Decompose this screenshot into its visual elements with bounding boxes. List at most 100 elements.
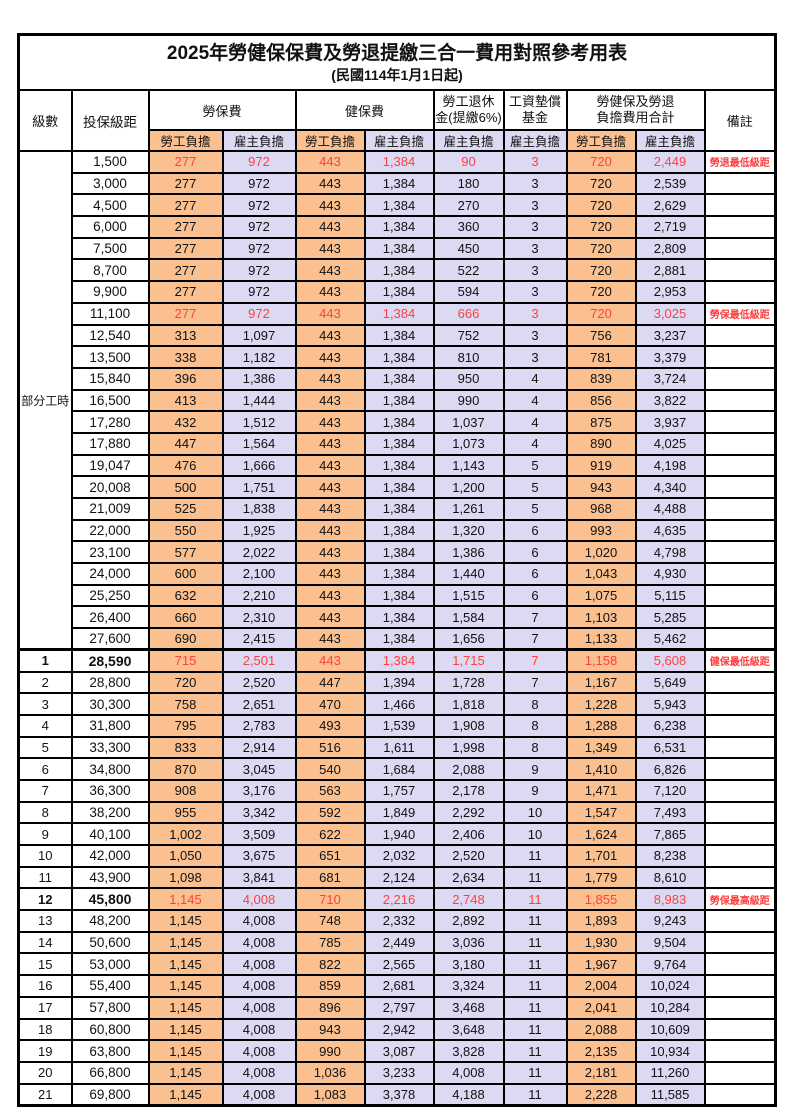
fee-cell: 563: [294, 778, 366, 803]
fee-cell: 432: [147, 410, 224, 434]
table-row: 10 42,000 1,050 3,675 651 2,032 2,520 11 1,701 8,…: [17, 844, 777, 868]
fee-cell: 5,115: [634, 583, 706, 608]
fee-cell: 1,075: [565, 583, 637, 608]
fee-cell: 972: [221, 150, 297, 174]
fee-cell: 3: [502, 258, 568, 283]
fee-cell: 1,020: [565, 540, 637, 565]
fee-cell: 943: [294, 1017, 366, 1042]
fee-cell: 856: [565, 388, 637, 413]
fee-cell: 3: [502, 301, 568, 326]
fee-cell: 810: [432, 345, 505, 369]
fee-cell: 2,088: [565, 1017, 637, 1042]
note-cell: [703, 171, 777, 196]
fee-cell: 443: [294, 366, 366, 391]
fee-cell: 1,384: [363, 388, 435, 413]
fee-cell: 1,384: [363, 583, 435, 608]
row-group-label-parttime: 部分工時: [17, 150, 73, 651]
fee-cell: 4,340: [634, 475, 706, 499]
fee-cell: 3,724: [634, 366, 706, 391]
fee-cell: 2,178: [432, 778, 505, 803]
fee-cell: 9,764: [634, 952, 706, 977]
subheader-labor-employee: 勞工負擔: [147, 129, 224, 152]
bracket-cell: 15,840: [70, 366, 150, 391]
bracket-cell: 19,047: [70, 453, 150, 478]
table-row: 27,600 690 2,415 443 1,384 1,656 7 1,133 5,462: [19, 627, 777, 651]
fee-cell: 3,841: [221, 865, 297, 890]
fee-cell: 2,748: [432, 887, 505, 912]
fee-cell: 1,584: [432, 605, 505, 630]
note-cell: [703, 800, 777, 825]
fee-cell: 1,728: [432, 670, 505, 695]
note-cell: [703, 497, 777, 521]
fee-cell: 6: [502, 562, 568, 586]
fee-cell: 896: [294, 995, 366, 1020]
note-cell: [703, 388, 777, 413]
subheader-pension-employer: 雇主負擔: [432, 129, 505, 152]
fee-cell: 11: [502, 909, 568, 933]
table-row: 17 57,800 1,145 4,008 896 2,797 3,468 11 2,041 10…: [17, 995, 777, 1020]
bracket-cell: 28,800: [70, 670, 150, 695]
bracket-cell: 30,300: [70, 692, 150, 716]
table-row: 20,008 500 1,751 443 1,384 1,200 5 943 4,340: [19, 475, 777, 499]
fee-cell: 1,384: [363, 410, 435, 434]
fee-cell: 720: [565, 171, 637, 196]
fee-cell: 2,135: [565, 1039, 637, 1063]
fee-cell: 2,032: [363, 844, 435, 868]
fee-cell: 839: [565, 366, 637, 391]
fee-cell: 11: [502, 1060, 568, 1085]
fee-cell: 8,238: [634, 844, 706, 868]
fee-cell: 7,493: [634, 800, 706, 825]
fee-cell: 1,145: [147, 887, 224, 912]
fee-cell: 1,133: [565, 627, 637, 651]
fee-cell: 493: [294, 713, 366, 738]
wage-fund-header-line1: 工資墊償: [508, 93, 561, 109]
fee-cell: 3: [502, 150, 568, 174]
table-row: 26,400 660 2,310 443 1,384 1,584 7 1,103 5,285: [19, 605, 777, 630]
table-row: 13 48,200 1,145 4,008 748 2,332 2,892 11 1,893 9,…: [17, 909, 777, 933]
bracket-cell: 22,000: [70, 518, 150, 543]
fee-cell: 758: [147, 692, 224, 716]
fee-cell: 2,022: [221, 540, 297, 565]
fee-cell: 4,025: [634, 431, 706, 456]
table-row: 19,047 476 1,666 443 1,384 1,143 5 919 4,198: [19, 453, 777, 478]
note-cell: [703, 193, 777, 218]
fee-cell: 710: [294, 887, 366, 912]
fee-cell: 3,509: [221, 822, 297, 846]
fee-cell: 1,145: [147, 1039, 224, 1063]
fee-cell: 9: [502, 778, 568, 803]
bracket-cell: 55,400: [70, 974, 150, 998]
note-cell: [703, 540, 777, 565]
fee-cell: 990: [432, 388, 505, 413]
fee-cell: 720: [565, 280, 637, 304]
fee-cell: 443: [294, 171, 366, 196]
table-row: 7 36,300 908 3,176 563 1,757 2,178 9 1,471 7,120: [17, 778, 777, 803]
level-cell: 21: [17, 1082, 73, 1107]
fee-cell: 875: [565, 410, 637, 434]
fee-cell: 443: [294, 193, 366, 218]
fee-cell: 1,384: [363, 518, 435, 543]
level-cell: 5: [17, 735, 73, 760]
fee-cell: 443: [294, 540, 366, 565]
fee-cell: 180: [432, 171, 505, 196]
fee-cell: 2,449: [363, 930, 435, 955]
fee-cell: 277: [147, 301, 224, 326]
fee-cell: 443: [294, 301, 366, 326]
table-row: 9 40,100 1,002 3,509 622 1,940 2,406 10 1,624 7,8…: [17, 822, 777, 846]
fee-cell: 313: [147, 323, 224, 348]
table-row: 14 50,600 1,145 4,008 785 2,449 3,036 11 1,930 9,…: [17, 930, 777, 955]
table-row: 23,100 577 2,022 443 1,384 1,386 6 1,020 4,798: [19, 540, 777, 565]
fee-cell: 7: [502, 605, 568, 630]
fee-cell: 443: [294, 583, 366, 608]
note-cell: 勞保最高級距: [703, 887, 777, 912]
fee-cell: 2,520: [221, 670, 297, 695]
bracket-cell: 3,000: [70, 171, 150, 196]
fee-cell: 4,008: [221, 974, 297, 998]
table-row: 7,500 277 972 443 1,384 450 3 720 2,809: [19, 236, 777, 261]
fee-cell: 1,908: [432, 713, 505, 738]
level-cell: 10: [17, 844, 73, 868]
fee-cell: 443: [294, 345, 366, 369]
fee-cell: 11: [502, 865, 568, 890]
col-header-level: 級數: [17, 89, 73, 152]
fee-cell: 4: [502, 410, 568, 434]
note-cell: 勞退最低級距: [703, 150, 777, 174]
